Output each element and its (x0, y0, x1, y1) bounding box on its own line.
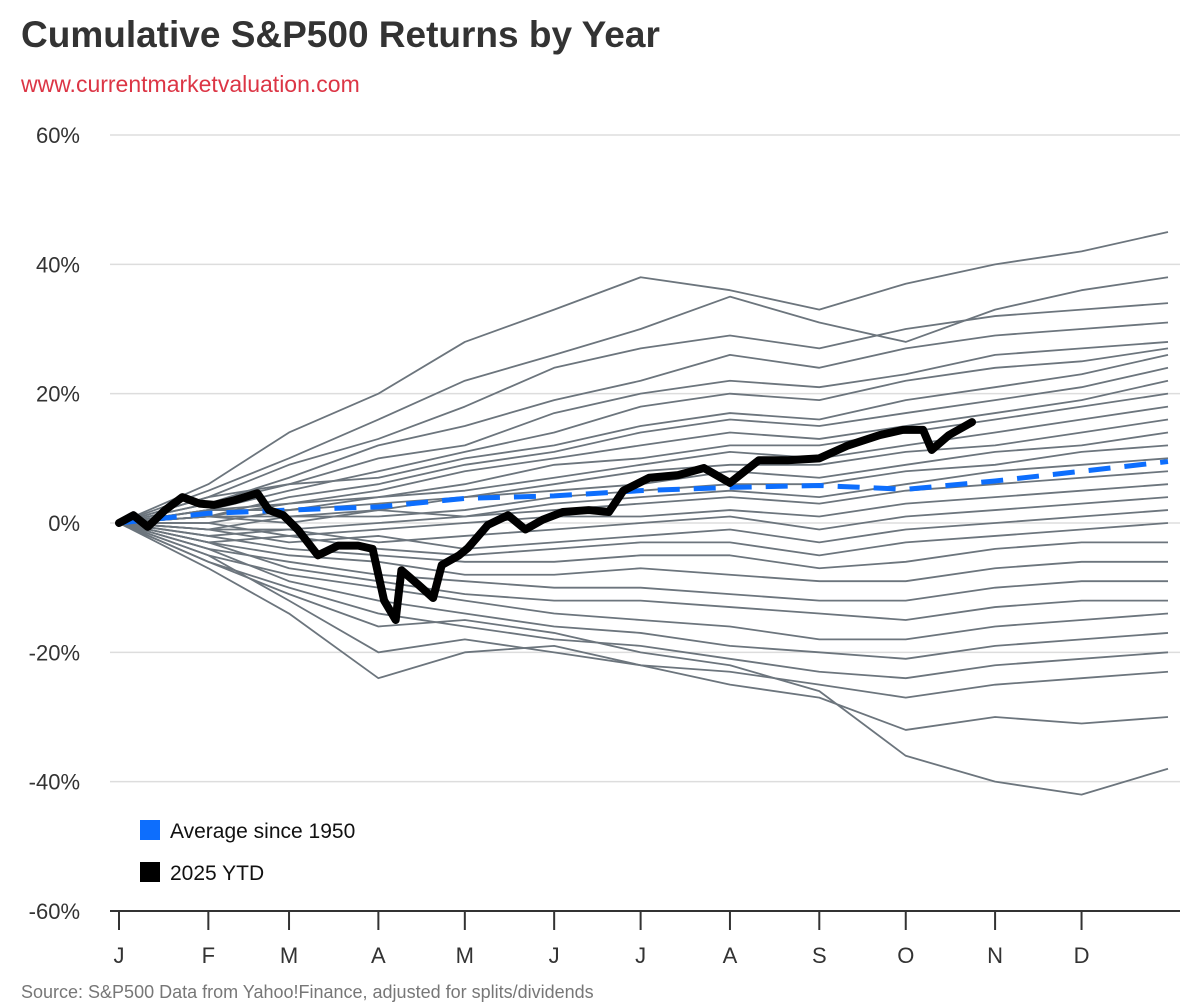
historical-year-line (118, 522, 1169, 699)
chart-subtitle-url[interactable]: www.currentmarketvaluation.com (21, 71, 360, 97)
y-tick-label: 0% (48, 511, 80, 536)
x-tick-label: J (114, 943, 125, 968)
historical-year-line (118, 379, 1169, 524)
x-tick-label: F (202, 943, 215, 968)
historical-year-line (118, 276, 1169, 524)
historical-year-line (118, 509, 1169, 550)
legend-swatch (140, 862, 160, 882)
historical-year-line (118, 231, 1169, 524)
historical-year-line (118, 321, 1169, 524)
ytd-2025-line (115, 418, 977, 624)
historical-year-line (118, 522, 1169, 680)
historical-year-line (118, 302, 1169, 524)
historical-year-line (118, 522, 1168, 583)
historical-year-line (118, 522, 1168, 621)
y-tick-label: 60% (36, 123, 80, 148)
legend-label: Average since 1950 (170, 820, 355, 843)
historical-year-line (118, 522, 1169, 557)
x-tick-label: A (371, 943, 386, 968)
chart-title: Cumulative S&P500 Returns by Year (21, 14, 660, 55)
y-tick-label: 40% (36, 252, 80, 277)
historical-year-line (119, 418, 1169, 524)
historical-year-line (118, 522, 1169, 796)
x-tick-label: M (280, 943, 298, 968)
historical-year-line (118, 522, 1168, 602)
historical-year-line (118, 366, 1169, 524)
x-tick-label: A (723, 943, 738, 968)
historical-year-line (118, 347, 1169, 524)
x-tick-label: M (456, 943, 474, 968)
x-tick-label: N (987, 943, 1003, 968)
source-note: Source: S&P500 Data from Yahoo!Finance, … (21, 982, 594, 1002)
historical-year-line (118, 392, 1169, 524)
average-line (118, 459, 1169, 526)
x-tick-label: J (549, 943, 560, 968)
y-tick-label: -20% (29, 640, 80, 665)
historical-year-line (118, 522, 1168, 570)
x-tick-label: J (635, 943, 646, 968)
historical-year-line (118, 522, 1169, 731)
x-tick-label: D (1074, 943, 1090, 968)
legend-label: 2025 YTD (170, 862, 264, 885)
y-tick-label: -40% (29, 770, 80, 795)
historical-year-line (118, 353, 1169, 524)
y-tick-label: -60% (29, 899, 80, 924)
historical-year-line (118, 522, 1169, 660)
x-tick-label: O (897, 943, 914, 968)
x-tick-label: S (812, 943, 827, 968)
y-tick-label: 20% (36, 382, 80, 407)
legend-swatch (140, 820, 160, 840)
historical-year-line (118, 496, 1169, 544)
historical-year-line (118, 522, 1169, 641)
